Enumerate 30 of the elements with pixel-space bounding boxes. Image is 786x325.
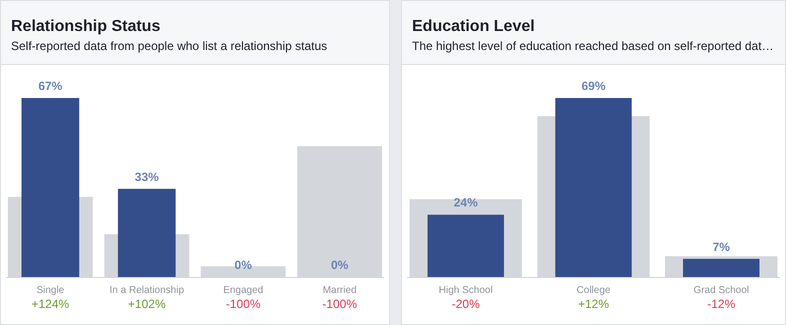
- bar: [683, 258, 760, 277]
- data-label: 69%: [581, 79, 606, 93]
- text: +102%: [128, 297, 166, 311]
- data-label: 33%: [134, 170, 160, 184]
- x-tick-label: Grad School: [693, 285, 750, 296]
- data-label: 0%: [330, 258, 349, 272]
- x-tick-label: Single: [36, 285, 65, 296]
- x-tick-label: In a Relationship: [110, 285, 184, 296]
- data-label: 7%: [712, 240, 730, 254]
- x-tick-label: College: [576, 285, 611, 296]
- x-tick-label: High School: [438, 285, 493, 296]
- text: +124%: [32, 297, 70, 311]
- text: +12%: [578, 297, 610, 311]
- data-label: 0%: [234, 258, 252, 272]
- chart-title: Relationship Status: [11, 18, 160, 35]
- chart-subtitle: Self-reported data from people who list a relationship status: [11, 39, 328, 53]
- chart-subtitle: The highest level of education reached based on self-reported dat…: [412, 39, 774, 53]
- bar: [22, 98, 80, 277]
- x-tick-label: Married: [322, 285, 357, 296]
- data-label: 24%: [454, 196, 478, 210]
- text: -12%: [707, 297, 736, 311]
- bar: [118, 188, 176, 277]
- text: -20%: [452, 297, 480, 311]
- chart-title: Education Level: [412, 18, 535, 35]
- bar: [428, 214, 504, 277]
- bar: [555, 98, 632, 277]
- x-tick-label: Engaged: [223, 285, 264, 296]
- text: -100%: [226, 297, 261, 311]
- data-label: 67%: [38, 79, 63, 93]
- text: -100%: [322, 297, 358, 311]
